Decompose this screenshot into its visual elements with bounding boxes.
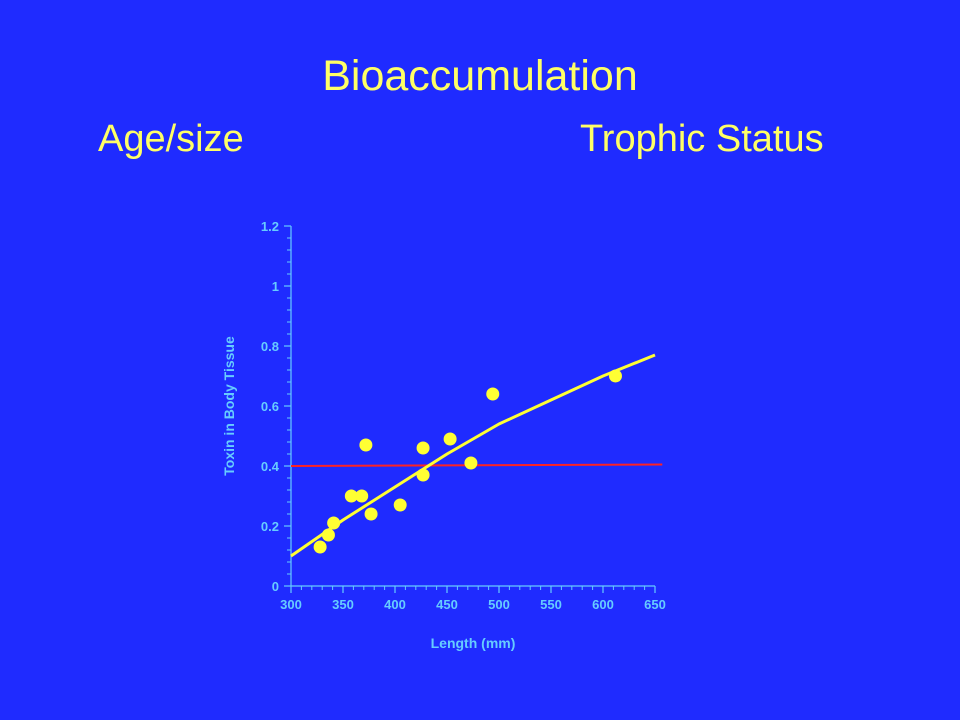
x-tick-label: 350 xyxy=(332,597,354,612)
x-tick-label: 500 xyxy=(488,597,510,612)
y-tick-label: 0.4 xyxy=(261,459,280,474)
x-tick-label: 300 xyxy=(280,597,302,612)
data-point xyxy=(364,507,378,521)
y-tick-label: 0.6 xyxy=(261,399,279,414)
y-axis-title: Toxin in Body Tissue xyxy=(221,336,237,476)
data-point xyxy=(416,468,430,482)
trend-curve xyxy=(290,353,656,558)
y-tick-label: 0 xyxy=(272,579,279,594)
x-axis-title: Length (mm) xyxy=(431,635,516,651)
data-point xyxy=(313,540,327,554)
data-point xyxy=(344,489,358,503)
data-point xyxy=(486,387,500,401)
data-point xyxy=(443,432,457,446)
x-tick-label: 550 xyxy=(540,597,562,612)
subtitle-age-size: Age/size xyxy=(98,118,244,160)
slide-title: Bioaccumulation xyxy=(322,52,638,100)
y-tick-label: 1 xyxy=(272,279,279,294)
data-point xyxy=(359,438,373,452)
subtitle-trophic-status: Trophic Status xyxy=(580,118,824,160)
x-tick-label: 450 xyxy=(436,597,458,612)
x-tick-label: 650 xyxy=(644,597,666,612)
data-point xyxy=(608,369,622,383)
y-tick-label: 0.8 xyxy=(261,339,279,354)
data-point xyxy=(464,456,478,470)
y-tick-label: 1.2 xyxy=(261,219,279,234)
y-tick-label: 0.2 xyxy=(261,519,279,534)
x-tick-label: 600 xyxy=(592,597,614,612)
data-point xyxy=(355,489,369,503)
data-point xyxy=(321,528,335,542)
data-point xyxy=(416,441,430,455)
data-point xyxy=(327,516,341,530)
x-tick-label: 400 xyxy=(384,597,406,612)
data-point xyxy=(393,498,407,512)
